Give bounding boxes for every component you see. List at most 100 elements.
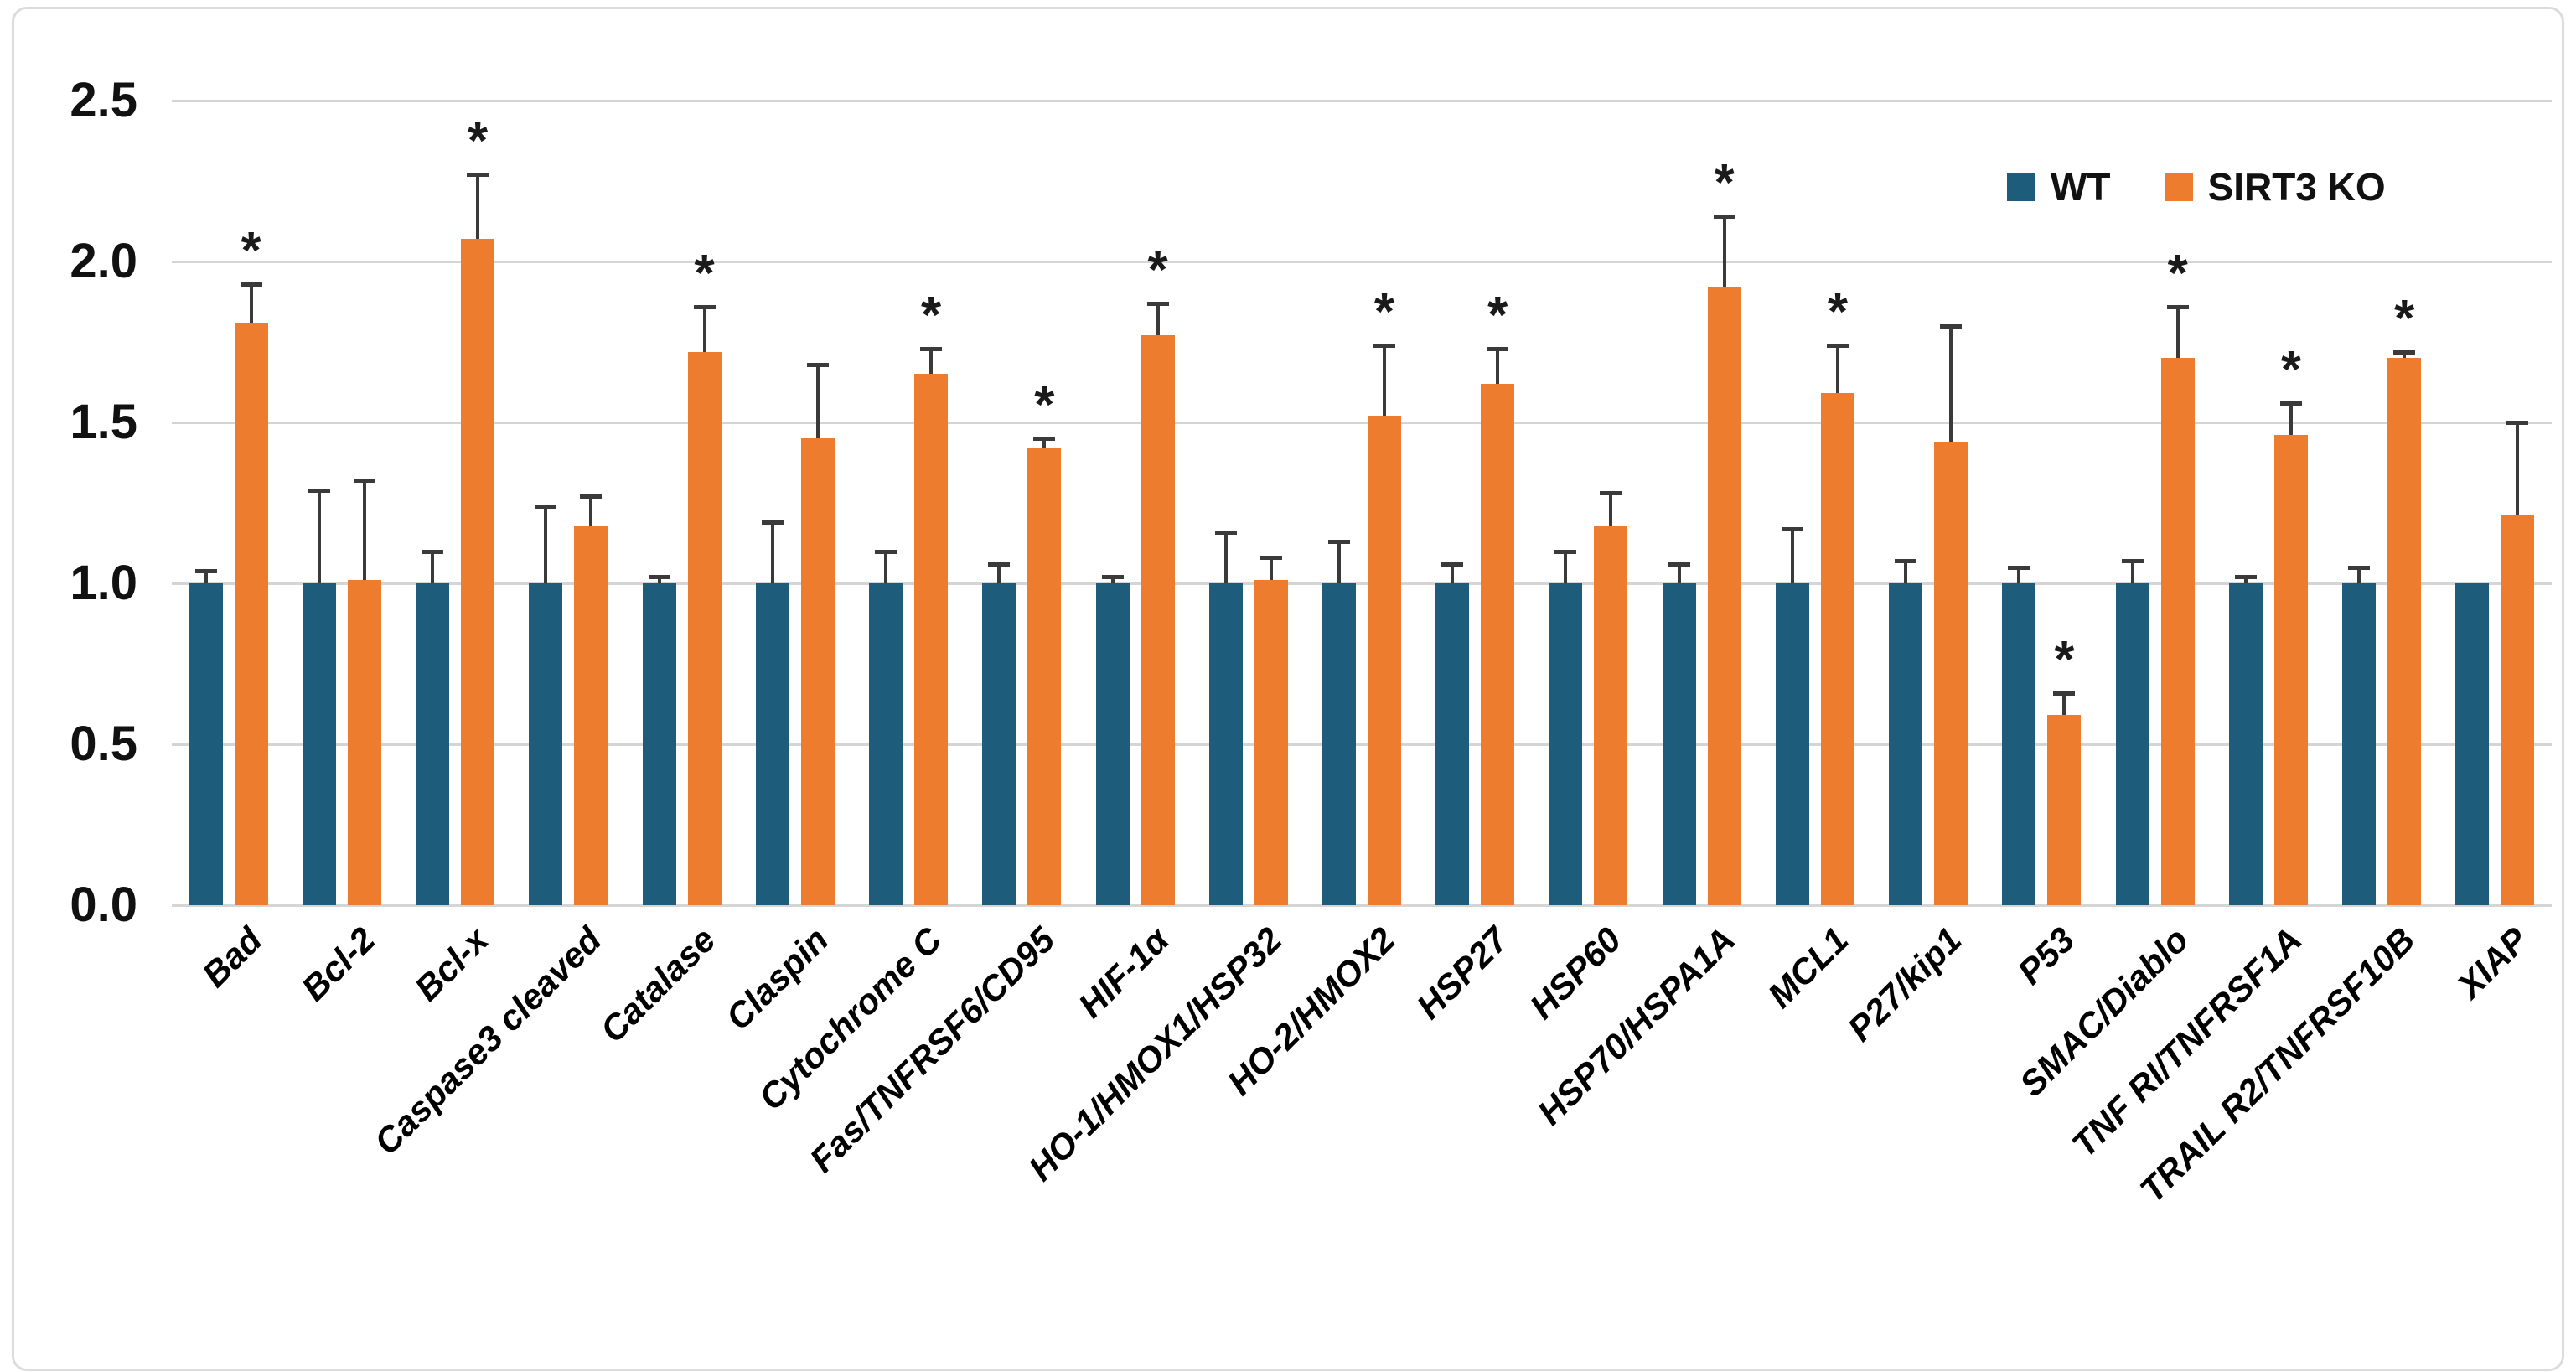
- error-bar: [1722, 216, 1726, 287]
- x-category-label: SMAC/Diablo: [2011, 919, 2196, 1104]
- significance-asterisk: *: [2167, 244, 2188, 303]
- error-bar: [544, 505, 548, 583]
- error-bar-cap: [1214, 530, 1237, 535]
- error-bar: [1835, 344, 1839, 394]
- error-bar-cap: [422, 549, 444, 554]
- error-bar-cap: [988, 562, 1011, 567]
- bar-wt: [529, 583, 563, 905]
- bar-sirt3ko: [2160, 358, 2195, 905]
- gridline-0.5: [172, 743, 2552, 746]
- error-bar: [884, 551, 888, 583]
- significance-asterisk: *: [694, 244, 715, 303]
- x-category-label: Claspin: [717, 919, 836, 1038]
- error-bar-cap: [240, 282, 262, 287]
- error-bar: [204, 570, 208, 583]
- error-bar-cap: [1260, 556, 1282, 561]
- error-bar: [657, 577, 661, 583]
- error-bar: [1790, 528, 1794, 583]
- legend: WT SIRT3 KO: [2007, 164, 2386, 210]
- bar-wt: [1775, 583, 1809, 905]
- error-bar-cap: [467, 173, 489, 178]
- significance-asterisk: *: [2054, 630, 2075, 689]
- gridline-2.5: [172, 100, 2552, 102]
- error-bar-cap: [2121, 559, 2144, 564]
- error-bar-cap: [353, 479, 375, 484]
- legend-swatch-wt: [2007, 173, 2035, 201]
- x-category-label: TRAIL R2/TNFRSF10B: [2132, 919, 2423, 1210]
- bar-sirt3ko: [1934, 442, 1968, 905]
- error-bar: [431, 551, 435, 583]
- error-bar-cap: [1101, 575, 1124, 580]
- error-bar: [2289, 402, 2293, 436]
- error-bar: [1904, 561, 1908, 583]
- error-bar-cap: [761, 520, 784, 526]
- x-category-label: HSP27: [1409, 919, 1516, 1027]
- bar-sirt3ko: [461, 239, 495, 905]
- error-bar: [2175, 306, 2180, 359]
- bar-wt: [1549, 583, 1583, 905]
- error-bar: [476, 174, 480, 240]
- y-tick-label: 0.0: [70, 878, 137, 932]
- error-bar: [1564, 551, 1568, 583]
- error-bar: [2062, 692, 2066, 716]
- error-bar: [1496, 348, 1500, 384]
- error-bar: [997, 563, 1001, 583]
- gridline-2.0: [172, 261, 2552, 263]
- bar-wt: [1889, 583, 1923, 905]
- bar-sirt3ko: [2501, 515, 2535, 905]
- error-bar: [2403, 351, 2407, 359]
- x-category-label: MCL1: [1760, 919, 1856, 1016]
- error-bar-cap: [1033, 437, 1056, 442]
- y-tick-label: 2.5: [70, 73, 137, 127]
- significance-asterisk: *: [2280, 340, 2301, 399]
- y-tick-label: 1.0: [70, 556, 137, 610]
- x-category-label: TNF RI/TNFRSF1A: [2064, 919, 2310, 1165]
- x-category-label: Bcl-x: [406, 919, 496, 1009]
- error-bar: [1110, 577, 1115, 583]
- bar-wt: [1208, 583, 1243, 905]
- bar-sirt3ko: [1481, 383, 1515, 905]
- legend-label-wt: WT: [2051, 165, 2111, 209]
- error-bar-cap: [1826, 343, 1849, 348]
- bar-sirt3ko: [1027, 448, 1062, 905]
- bar-sirt3ko: [574, 525, 608, 905]
- bar-sirt3ko: [1254, 580, 1288, 905]
- bar-sirt3ko: [800, 438, 835, 905]
- significance-asterisk: *: [1034, 376, 1055, 435]
- bar-wt: [2342, 583, 2377, 905]
- error-bar-cap: [2279, 401, 2302, 406]
- significance-asterisk: *: [1827, 282, 1848, 341]
- error-bar: [702, 306, 706, 352]
- error-bar-cap: [648, 575, 670, 580]
- error-bar-cap: [2234, 575, 2257, 580]
- error-bar: [815, 364, 820, 439]
- bar-sirt3ko: [914, 374, 949, 905]
- error-bar: [770, 522, 774, 583]
- x-category-label: HO-2/HMOX2: [1219, 919, 1403, 1103]
- error-bar: [929, 348, 934, 375]
- error-bar-cap: [1668, 562, 1690, 567]
- bar-sirt3ko: [1707, 287, 1741, 905]
- significance-asterisk: *: [1147, 241, 1168, 299]
- x-category-label: HIF-1α: [1070, 919, 1177, 1026]
- bar-wt: [189, 583, 223, 905]
- significance-asterisk: *: [1487, 286, 1508, 344]
- error-bar: [1156, 303, 1160, 336]
- bar-wt: [1322, 583, 1356, 905]
- error-bar: [2243, 577, 2248, 583]
- error-bar-cap: [2166, 304, 2189, 309]
- error-bar-cap: [194, 568, 217, 573]
- bar-sirt3ko: [687, 351, 722, 905]
- error-bar: [1223, 531, 1228, 583]
- error-bar-cap: [920, 346, 943, 351]
- x-category-label: P27/kip1: [1839, 919, 1969, 1049]
- error-bar: [317, 489, 321, 583]
- error-bar: [1451, 563, 1455, 583]
- error-bar-cap: [2053, 691, 2076, 696]
- significance-asterisk: *: [468, 112, 489, 171]
- error-bar-cap: [1940, 324, 1963, 329]
- error-bar: [1269, 557, 1273, 581]
- gridline-1.5: [172, 422, 2552, 424]
- bar-sirt3ko: [2387, 358, 2422, 905]
